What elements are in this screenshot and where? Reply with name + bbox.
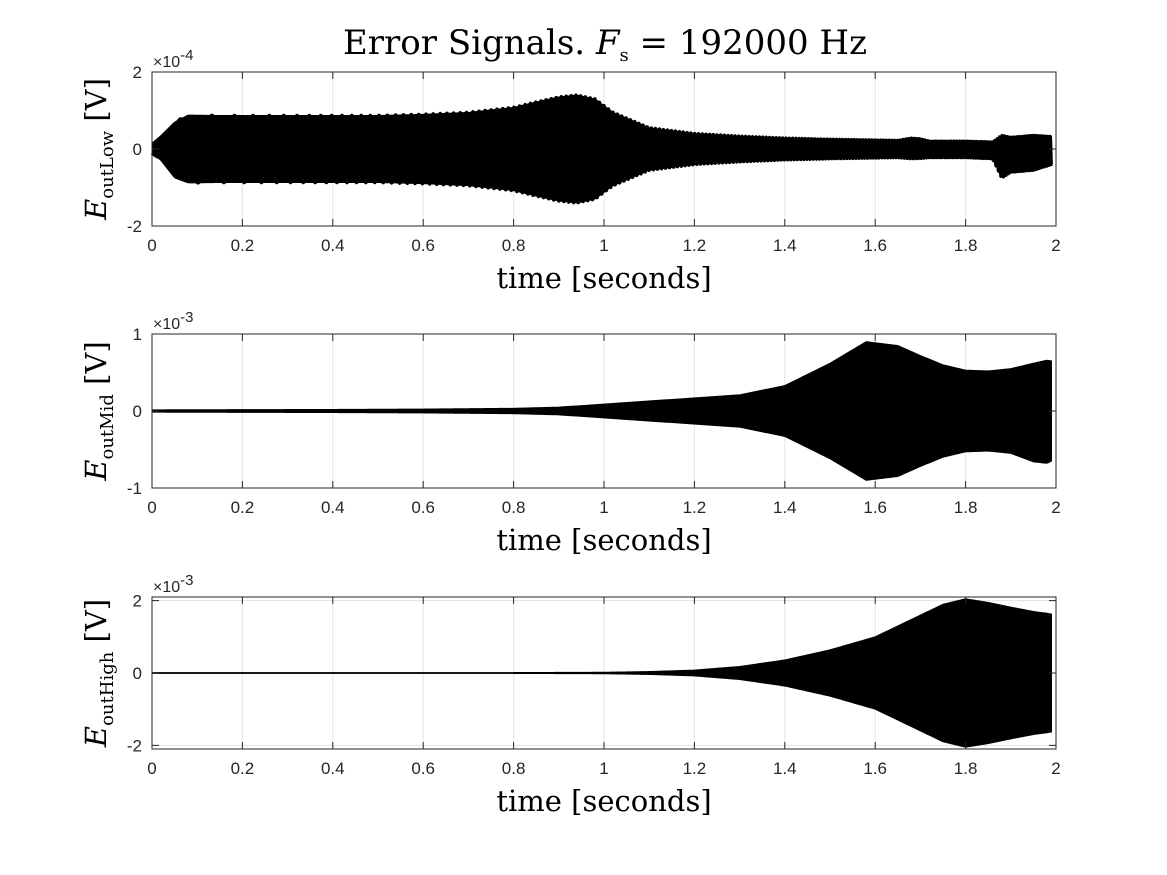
x-tick-label: 1 <box>599 498 608 517</box>
y-tick-label: 0 <box>133 402 142 421</box>
x-tick-label: 0.4 <box>321 759 345 778</box>
x-tick-label: 1 <box>599 236 608 255</box>
figure-title: Error Signals. Fs = 192000 Hz <box>343 23 867 66</box>
x-tick-label: 1.6 <box>863 498 887 517</box>
x-tick-label: 1.2 <box>683 759 707 778</box>
x-tick-label: 0.4 <box>321 498 345 517</box>
y-axis-label: EoutHigh [V] <box>79 599 118 748</box>
y-tick-label: -2 <box>127 736 142 755</box>
y-tick-label: 2 <box>133 592 142 611</box>
y-tick-label: 2 <box>133 63 142 82</box>
x-tick-label: 1.4 <box>773 759 797 778</box>
x-tick-label: 0 <box>147 759 156 778</box>
x-tick-label: 0 <box>147 236 156 255</box>
y-exponent-label: ×10-3 <box>153 309 193 333</box>
x-tick-label: 1.8 <box>954 498 978 517</box>
x-tick-label: 1.4 <box>773 236 797 255</box>
x-tick-label: 0.6 <box>411 236 435 255</box>
x-tick-label: 0.8 <box>502 236 526 255</box>
x-tick-label: 0.6 <box>411 498 435 517</box>
x-tick-label: 1.2 <box>683 236 707 255</box>
y-exponent-label: ×10-3 <box>153 572 193 596</box>
signal-trace <box>150 93 1054 205</box>
x-tick-label: 2 <box>1051 236 1060 255</box>
signal-trace <box>151 341 1052 481</box>
y-tick-label: -1 <box>127 479 142 498</box>
x-tick-label: 1.8 <box>954 236 978 255</box>
x-tick-label: 1.4 <box>773 498 797 517</box>
subplot-2: 0 0.2 0.4 0.6 0.8 1 1.2 1.4 1.6 1.8 2 -1 0 1 ×10-3 time… <box>79 309 1061 557</box>
x-tick-label: 1 <box>599 759 608 778</box>
x-axis-label: time [seconds] <box>496 261 711 295</box>
y-tick-label: -2 <box>127 217 142 236</box>
x-tick-label: 1.2 <box>683 498 707 517</box>
subplot-1: 0 0.2 0.4 0.6 0.8 1 1.2 1.4 1.6 1.8 2 -2 0 2 ×10-4 time… <box>79 47 1061 295</box>
x-tick-label: 0.6 <box>411 759 435 778</box>
x-axis-label: time [seconds] <box>496 523 711 557</box>
y-tick-label: 1 <box>133 325 142 344</box>
x-tick-label: 1.6 <box>863 759 887 778</box>
x-tick-label: 0.2 <box>231 498 255 517</box>
x-tick-label: 0 <box>147 498 156 517</box>
x-tick-label: 0.2 <box>231 759 255 778</box>
y-axis-label: EoutMid [V] <box>79 341 118 481</box>
y-tick-label: 0 <box>133 664 142 683</box>
y-tick-label: 0 <box>133 140 142 159</box>
x-tick-label: 0.8 <box>502 759 526 778</box>
y-exponent-label: ×10-4 <box>153 47 193 71</box>
signal-trace <box>151 598 1052 748</box>
x-tick-label: 2 <box>1051 759 1060 778</box>
x-tick-label: 0.4 <box>321 236 345 255</box>
x-axis-label: time [seconds] <box>496 784 711 818</box>
x-tick-label: 1.8 <box>954 759 978 778</box>
x-tick-label: 2 <box>1051 498 1060 517</box>
subplot-3: 0 0.2 0.4 0.6 0.8 1 1.2 1.4 1.6 1.8 2 -2 0 2 ×10-3 time… <box>79 572 1061 818</box>
x-tick-label: 1.6 <box>863 236 887 255</box>
y-axis-label: EoutLow [V] <box>79 78 118 221</box>
x-tick-label: 0.8 <box>502 498 526 517</box>
x-tick-label: 0.2 <box>231 236 255 255</box>
